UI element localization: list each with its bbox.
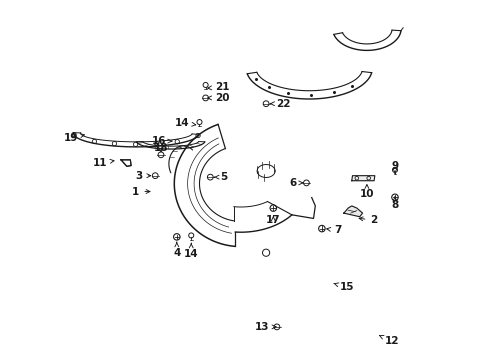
Polygon shape — [121, 160, 131, 166]
Polygon shape — [343, 206, 362, 217]
Text: 14: 14 — [183, 243, 198, 259]
Polygon shape — [351, 176, 374, 181]
Text: 1: 1 — [132, 186, 150, 197]
Text: 8: 8 — [390, 197, 398, 210]
Text: 9: 9 — [390, 161, 398, 174]
Text: 5: 5 — [214, 172, 227, 182]
Text: 19: 19 — [63, 132, 84, 143]
Text: 7: 7 — [326, 225, 341, 235]
Text: 17: 17 — [265, 215, 280, 225]
Text: 11: 11 — [92, 158, 114, 168]
Text: 20: 20 — [207, 93, 229, 103]
Text: 4: 4 — [173, 242, 180, 258]
Text: 18: 18 — [153, 143, 168, 153]
Text: 21: 21 — [207, 82, 229, 92]
Text: 22: 22 — [270, 99, 290, 109]
Text: 6: 6 — [288, 178, 302, 188]
Text: 3: 3 — [136, 171, 150, 181]
Text: 13: 13 — [255, 322, 275, 332]
Text: 12: 12 — [379, 336, 399, 346]
Text: 14: 14 — [175, 118, 195, 128]
Text: 15: 15 — [333, 282, 353, 292]
Text: 16: 16 — [151, 136, 171, 146]
Text: 2: 2 — [358, 215, 377, 225]
Text: 10: 10 — [359, 185, 373, 199]
